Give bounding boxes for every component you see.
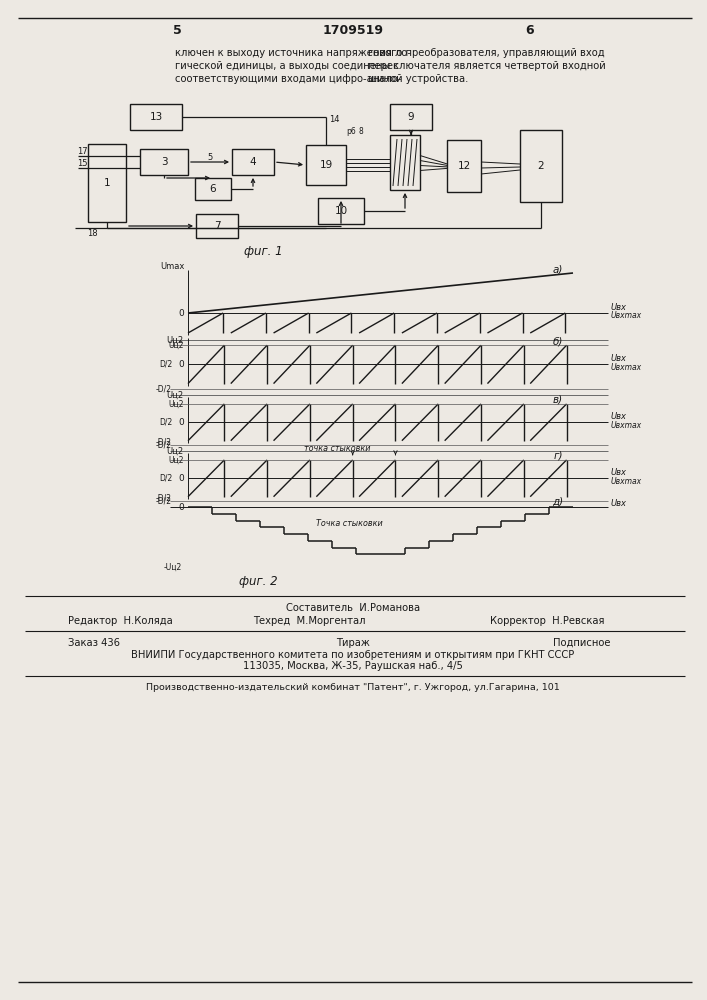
Text: 12: 12 bbox=[457, 161, 471, 171]
Text: 15: 15 bbox=[77, 158, 87, 167]
Text: Uц2: Uц2 bbox=[168, 399, 184, 408]
Text: 1: 1 bbox=[104, 178, 110, 188]
Text: 10: 10 bbox=[334, 206, 348, 216]
Text: 9: 9 bbox=[408, 112, 414, 122]
Bar bbox=[390, 135, 420, 190]
Text: Uвхmax: Uвхmax bbox=[611, 312, 642, 320]
Text: 17: 17 bbox=[76, 146, 87, 155]
Text: -D/2: -D/2 bbox=[156, 496, 172, 506]
Text: Заказ 436: Заказ 436 bbox=[68, 638, 120, 648]
Text: точка стыковки: точка стыковки bbox=[305, 444, 371, 453]
Text: Uвхmax: Uвхmax bbox=[611, 421, 642, 430]
Bar bbox=[140, 149, 188, 175]
Text: Uц2: Uц2 bbox=[168, 341, 184, 350]
Bar bbox=[130, 104, 182, 130]
Text: D/2: D/2 bbox=[159, 474, 172, 483]
Text: 14: 14 bbox=[329, 115, 339, 124]
Text: Техред  М.Моргентал: Техред М.Моргентал bbox=[253, 616, 366, 626]
Text: гической единицы, а выходы соединены с: гической единицы, а выходы соединены с bbox=[175, 61, 399, 71]
Text: Uвх: Uвх bbox=[611, 302, 627, 312]
Text: 0: 0 bbox=[178, 474, 184, 483]
Text: р6: р6 bbox=[346, 127, 356, 136]
Text: ключен к выходу источника напряжения ло-: ключен к выходу источника напряжения ло- bbox=[175, 48, 411, 58]
Text: в): в) bbox=[553, 395, 563, 405]
Text: -D/2: -D/2 bbox=[156, 384, 172, 393]
Bar bbox=[447, 140, 481, 192]
Text: 4: 4 bbox=[250, 157, 257, 167]
Text: Uвхmax: Uвхmax bbox=[611, 477, 642, 486]
Text: Составитель  И.Романова: Составитель И.Романова bbox=[286, 603, 420, 613]
Text: 2: 2 bbox=[538, 161, 544, 171]
Bar bbox=[318, 198, 364, 224]
Text: 5: 5 bbox=[207, 152, 213, 161]
Text: Тираж: Тираж bbox=[336, 638, 370, 648]
Text: Uц2: Uц2 bbox=[166, 390, 183, 399]
Text: 1709519: 1709519 bbox=[322, 23, 383, 36]
Text: 6: 6 bbox=[526, 23, 534, 36]
Text: Редактор  Н.Коляда: Редактор Н.Коляда bbox=[68, 616, 173, 626]
Text: шиной устройства.: шиной устройства. bbox=[368, 74, 468, 84]
Text: Uвх: Uвх bbox=[611, 468, 627, 477]
Text: Производственно-издательский комбинат "Патент", г. Ужгород, ул.Гагарина, 101: Производственно-издательский комбинат "П… bbox=[146, 682, 560, 692]
Text: -Uц2: -Uц2 bbox=[164, 562, 182, 572]
Text: 0: 0 bbox=[178, 418, 184, 427]
Text: д): д) bbox=[552, 496, 563, 506]
Text: D/2: D/2 bbox=[159, 418, 172, 427]
Text: Точка стыковки: Точка стыковки bbox=[316, 518, 383, 528]
Text: 6: 6 bbox=[210, 184, 216, 194]
Text: Uц2: Uц2 bbox=[166, 336, 183, 344]
Text: Подписное: Подписное bbox=[552, 638, 610, 648]
Text: соответствующими входами цифро-анало-: соответствующими входами цифро-анало- bbox=[175, 74, 402, 84]
Bar bbox=[232, 149, 274, 175]
Text: Uц2: Uц2 bbox=[168, 455, 184, 464]
Text: 18: 18 bbox=[87, 230, 98, 238]
Text: Корректор  Н.Ревская: Корректор Н.Ревская bbox=[490, 616, 604, 626]
Bar bbox=[88, 144, 126, 222]
Text: 3: 3 bbox=[160, 157, 168, 167]
Bar bbox=[196, 214, 238, 238]
Text: б): б) bbox=[553, 336, 563, 346]
Text: Uвх: Uвх bbox=[611, 412, 627, 421]
Text: 0: 0 bbox=[178, 502, 184, 512]
Text: гового преобразователя, управляющий вход: гового преобразователя, управляющий вход bbox=[368, 48, 604, 58]
Text: Uвхmax: Uвхmax bbox=[611, 363, 642, 372]
Text: 0: 0 bbox=[178, 308, 184, 318]
Text: фuг. 2: фuг. 2 bbox=[239, 574, 277, 587]
Text: -D/2: -D/2 bbox=[156, 437, 172, 446]
Text: 7: 7 bbox=[214, 221, 221, 231]
Text: ВНИИПИ Государственного комитета по изобретениям и открытиям при ГКНТ СССР: ВНИИПИ Государственного комитета по изоб… bbox=[132, 650, 575, 660]
Text: Uвх: Uвх bbox=[611, 354, 627, 363]
Text: -D/2: -D/2 bbox=[156, 440, 172, 450]
Text: -D/2: -D/2 bbox=[156, 493, 172, 502]
Text: Uц2: Uц2 bbox=[166, 446, 183, 456]
Text: Uвх: Uвх bbox=[611, 498, 627, 508]
Text: 0: 0 bbox=[178, 360, 184, 369]
Text: 19: 19 bbox=[320, 160, 332, 170]
Text: 13: 13 bbox=[149, 112, 163, 122]
Text: переключателя является четвертой входной: переключателя является четвертой входной bbox=[368, 61, 606, 71]
Text: г): г) bbox=[554, 451, 563, 461]
Bar bbox=[306, 145, 346, 185]
Text: 5: 5 bbox=[173, 23, 182, 36]
Text: D/2: D/2 bbox=[159, 360, 172, 369]
Bar bbox=[520, 130, 562, 202]
Text: 8: 8 bbox=[358, 127, 363, 136]
Bar bbox=[390, 104, 432, 130]
Text: 113035, Москва, Ж-35, Раушская наб., 4/5: 113035, Москва, Ж-35, Раушская наб., 4/5 bbox=[243, 661, 463, 671]
Text: Umax: Umax bbox=[160, 262, 185, 271]
Text: фuг. 1: фuг. 1 bbox=[244, 245, 282, 258]
Text: а): а) bbox=[553, 265, 563, 275]
Bar bbox=[195, 178, 231, 200]
